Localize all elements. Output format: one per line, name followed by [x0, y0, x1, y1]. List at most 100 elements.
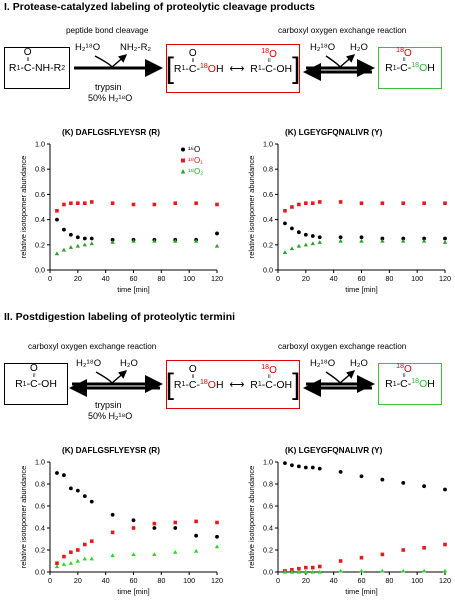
o16-data-point — [310, 234, 315, 238]
x-axis-label: time [min] — [117, 285, 150, 294]
chart-2-title: (K) LGEYGFQNALIVR (Y) — [285, 128, 383, 137]
o18-1-data-point — [194, 519, 198, 524]
x-tick-label: 0 — [276, 274, 280, 283]
o16-data-point — [317, 466, 322, 471]
water-in-arrow-icon — [94, 55, 113, 68]
o16-data-point — [422, 236, 427, 241]
y-tick-label: 0.4 — [263, 524, 273, 533]
o18-1-data-point — [194, 201, 198, 206]
double-labeled-box-2: R 1- C 18O ॥ -18O H — [378, 363, 442, 405]
o16-data-point — [303, 465, 308, 470]
o16-data-point — [75, 488, 80, 493]
x-tick-label: 120 — [439, 576, 451, 585]
o18-1-data-point — [380, 552, 385, 557]
carboxyl-exchange-caption-right: carboxyl oxygen exchange reaction — [278, 342, 407, 351]
legend-label: ¹⁸O₂ — [188, 167, 203, 176]
o18-2-data-point — [359, 568, 364, 573]
legend-marker — [181, 158, 185, 163]
o18-2-data-point — [317, 240, 322, 244]
o18-2-data-point — [401, 238, 406, 243]
o16-data-point — [152, 526, 157, 530]
o18-2-data-point — [310, 241, 315, 246]
h2o-product-3: H₂O — [350, 358, 368, 369]
amide-formula: R 1- C O ॥ -NH-R 2 — [8, 47, 66, 74]
x-tick-label: 80 — [385, 576, 393, 585]
h2o-product-2: H₂O — [120, 358, 138, 369]
trypsin-label: trypsin — [95, 82, 122, 92]
o18-2-data-point — [173, 550, 178, 554]
y-tick-label: 0.6 — [35, 502, 45, 511]
y-tick-label: 0.6 — [263, 190, 273, 199]
o16-data-point — [194, 533, 199, 538]
x-tick-label: 80 — [385, 274, 393, 283]
o18-1-data-point — [131, 526, 136, 530]
o18-2-data-point — [380, 568, 385, 573]
carboxylic-acid-formula: R 1- C O ॥ -OH — [15, 363, 57, 390]
y-tick-label: 0.0 — [263, 266, 273, 275]
carboxyl-exchange-caption: carboxyl oxygen exchange reaction — [278, 26, 407, 35]
o16-data-point — [55, 217, 59, 222]
labeled-acid-equilibrium: [ R 1- C O ॥ -18O H ⟷ R 1- C 18O ॥ -OH ] — [165, 47, 301, 85]
y-tick-label: 0.2 — [35, 546, 45, 555]
x-tick-label: 20 — [302, 274, 310, 283]
o18-2-data-point — [152, 552, 157, 556]
carboxyl-exchange-caption-left: carboxyl oxygen exchange reaction — [28, 342, 157, 351]
o18-1-data-point — [304, 201, 308, 206]
o16-data-point — [215, 534, 219, 539]
o18-1-data-point — [76, 548, 80, 552]
section-2-heading: II. Postdigestion labeling of proteolyti… — [4, 311, 236, 323]
o18-2-data-point — [303, 569, 309, 574]
o18-2-data-point — [282, 569, 288, 574]
amine-product: NH₂-R₂ — [120, 42, 152, 53]
o18-2-data-point — [401, 568, 406, 573]
x-tick-label: 120 — [211, 576, 223, 585]
o18-1-data-point — [317, 564, 322, 569]
o16-data-point — [303, 232, 308, 237]
o18-1-data-point — [310, 201, 315, 206]
o18-1-data-point — [443, 201, 447, 206]
o18-2-data-point — [110, 553, 115, 558]
o18-2-data-point — [82, 242, 87, 247]
o18-2-data-point — [54, 564, 60, 569]
o18-2-data-point — [61, 562, 67, 566]
o18-2-data-point — [131, 552, 136, 556]
o18-2-data-point — [110, 240, 115, 244]
o18-1-data-point — [297, 566, 301, 571]
h2-18o-reagent-2: H₂¹⁸O — [310, 42, 336, 53]
x-tick-label: 100 — [183, 576, 195, 585]
x-tick-label: 20 — [302, 576, 310, 585]
y-tick-label: 0.6 — [263, 502, 273, 511]
o18-2-data-point — [338, 568, 343, 573]
o18-2-data-point — [310, 569, 315, 574]
o18-1-data-point — [131, 202, 136, 207]
trypsin-label-2: trypsin — [95, 400, 122, 410]
o18-2-data-point — [173, 238, 178, 243]
o18-2-data-point — [289, 569, 295, 574]
o18-1-data-point — [380, 201, 385, 206]
o18-1-data-point — [215, 202, 219, 207]
y-tick-label: 1.0 — [35, 458, 45, 467]
x-tick-label: 0 — [48, 576, 52, 585]
o16-data-point — [75, 235, 80, 240]
o18-2-data-point — [75, 243, 81, 248]
o16-data-point — [89, 499, 94, 504]
o18-2-data-point — [442, 568, 448, 573]
o18-1-data-point — [173, 520, 178, 525]
o16-data-point — [110, 237, 115, 242]
x-tick-label: 0 — [48, 274, 52, 283]
double-labeled-formula: R 1- C 18O ॥ -18O H — [385, 47, 435, 74]
chart-1-title: (K) DAFLGSFLYEYSR (R) — [62, 128, 160, 137]
o16-data-point — [89, 236, 94, 241]
o18-2-data-point — [68, 561, 74, 565]
x-tick-label: 40 — [102, 274, 110, 283]
o16-data-point — [215, 231, 219, 236]
double-labeled-box: R 1- C 18O ॥ -18O H — [378, 47, 442, 89]
y-tick-label: 0.4 — [263, 215, 273, 224]
o16-data-point — [338, 235, 343, 240]
o18-1-data-point — [283, 208, 287, 213]
o16-data-point — [296, 464, 301, 469]
y-tick-label: 0.8 — [263, 165, 273, 174]
chart-2: 0.0 0.2 0.4 0.6 0.8 1.0 0 20 40 60 80 100 120 time [m… — [247, 140, 451, 295]
single-labeled-equilibrium: [ R 1- C O ॥ -18O H ⟷ R 1- C 18O ॥ -OH ] — [165, 363, 301, 401]
o18-1-data-point — [62, 202, 66, 207]
